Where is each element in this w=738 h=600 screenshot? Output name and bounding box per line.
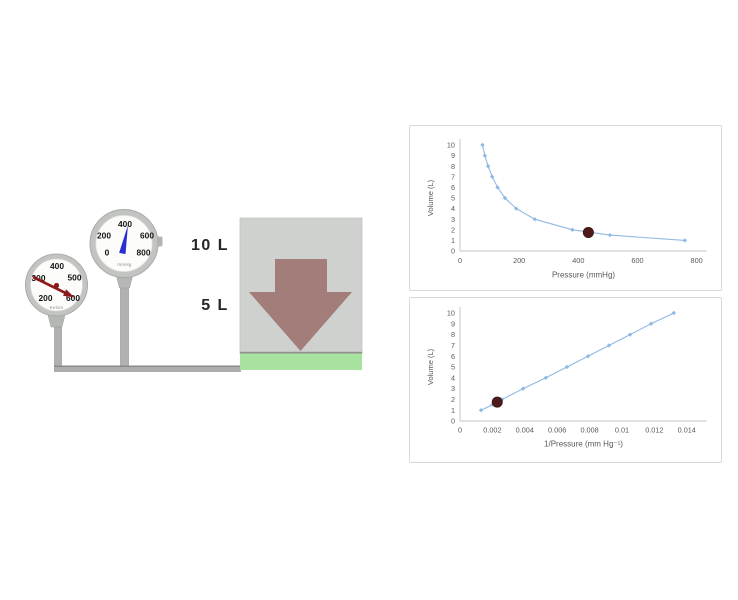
svg-text:0.002: 0.002 bbox=[483, 426, 501, 435]
x-tick-labels: 0 200 400 600 800 bbox=[458, 256, 703, 265]
svg-text:6: 6 bbox=[451, 183, 455, 192]
svg-text:0.004: 0.004 bbox=[516, 426, 534, 435]
svg-text:8: 8 bbox=[451, 330, 455, 339]
horizontal-pipe bbox=[54, 365, 241, 372]
pressure-gauge-stem bbox=[120, 285, 129, 370]
temperature-gauge-stem bbox=[54, 326, 62, 370]
temperature-needle bbox=[32, 275, 75, 298]
dial-label-lower-left: 0 bbox=[105, 248, 110, 258]
dial-label-right: 600 bbox=[140, 231, 154, 241]
data-point-markers bbox=[480, 142, 688, 243]
svg-text:7: 7 bbox=[451, 172, 455, 181]
svg-text:1: 1 bbox=[451, 406, 455, 415]
svg-text:0.01: 0.01 bbox=[615, 426, 629, 435]
dial-label-lower-left: 200 bbox=[39, 293, 53, 303]
chart-panel-volume-vs-inverse-pressure: 0 1 2 3 4 5 6 7 8 9 10 0 0.002 0.004 0.006 0.008 0.01 0.0… bbox=[409, 297, 722, 463]
pressure-needle bbox=[119, 225, 128, 255]
data-series-line bbox=[480, 312, 675, 411]
svg-text:4: 4 bbox=[451, 204, 455, 213]
svg-text:0.014: 0.014 bbox=[678, 426, 696, 435]
temperature-gauge: 400 300 500 200 600 Kelvin bbox=[25, 253, 88, 328]
x-tick-labels: 0 0.002 0.004 0.006 0.008 0.01 0.012 0.014 bbox=[458, 426, 696, 435]
svg-text:800: 800 bbox=[691, 256, 703, 265]
svg-text:9: 9 bbox=[451, 151, 455, 160]
piston-face bbox=[240, 351, 362, 354]
svg-text:3: 3 bbox=[451, 215, 455, 224]
svg-text:9: 9 bbox=[451, 319, 455, 328]
dial-label-top: 400 bbox=[118, 219, 132, 229]
svg-text:8: 8 bbox=[451, 162, 455, 171]
svg-text:5: 5 bbox=[451, 363, 455, 372]
svg-text:10: 10 bbox=[447, 141, 455, 150]
dial-label-upper-right: 500 bbox=[68, 273, 82, 283]
svg-text:6: 6 bbox=[451, 352, 455, 361]
gauge-unit-label: mmHg bbox=[117, 262, 131, 267]
chart-svg: 0 1 2 3 45 6 7 8 910 0 0.002 0.004 0.006 0.008 0.01 0.0… bbox=[426, 307, 707, 449]
apparatus-scene: 10 L 5 L 400 200 600 0 800 mmHg 400 300 … bbox=[25, 209, 363, 372]
x-axis-title: 1/Pressure (mm Hg⁻¹) bbox=[544, 440, 623, 449]
svg-text:600: 600 bbox=[631, 256, 643, 265]
svg-text:2: 2 bbox=[451, 395, 455, 404]
current-state-point bbox=[491, 396, 503, 408]
svg-text:2: 2 bbox=[451, 225, 455, 234]
svg-text:0: 0 bbox=[458, 426, 462, 435]
volume-mark-5L: 5 L bbox=[201, 297, 229, 314]
pipe-top-edge bbox=[54, 365, 241, 367]
svg-text:0.006: 0.006 bbox=[548, 426, 566, 435]
svg-text:0: 0 bbox=[451, 417, 455, 426]
pressure-gauge: 400 200 600 0 800 mmHg bbox=[89, 209, 163, 289]
y-tick-labels: 0 1 2 3 45 6 7 8 910 bbox=[447, 309, 455, 426]
svg-text:1: 1 bbox=[451, 236, 455, 245]
dial-label-lower-right: 600 bbox=[66, 293, 80, 303]
svg-text:10: 10 bbox=[447, 309, 455, 318]
needle-hub bbox=[53, 282, 60, 289]
svg-text:7: 7 bbox=[451, 341, 455, 350]
svg-text:0: 0 bbox=[451, 247, 455, 256]
svg-text:4: 4 bbox=[451, 373, 455, 382]
gas-cylinder bbox=[239, 217, 363, 370]
gas-volume bbox=[240, 353, 362, 370]
dial-label-left: 200 bbox=[97, 231, 111, 241]
svg-text:0.008: 0.008 bbox=[580, 426, 598, 435]
svg-text:400: 400 bbox=[572, 256, 584, 265]
svg-text:200: 200 bbox=[513, 256, 525, 265]
y-axis-title: Volume (L) bbox=[426, 348, 435, 385]
y-tick-labels: 0 1 23 45 6 78 910 bbox=[447, 141, 455, 256]
volume-mark-10L: 10 L bbox=[191, 237, 229, 254]
compression-down-arrow-icon bbox=[249, 259, 352, 351]
svg-text:5: 5 bbox=[451, 194, 455, 203]
gauge-unit-label: Kelvin bbox=[50, 305, 64, 310]
data-series-line bbox=[481, 144, 685, 241]
svg-text:0.012: 0.012 bbox=[645, 426, 663, 435]
current-state-point bbox=[582, 226, 594, 238]
svg-text:3: 3 bbox=[451, 384, 455, 393]
dial-label-lower-right: 800 bbox=[137, 248, 151, 258]
svg-text:0: 0 bbox=[458, 256, 462, 265]
dial-label-upper-left: 300 bbox=[32, 273, 46, 283]
y-axis-title: Volume (L) bbox=[426, 179, 435, 216]
x-axis-title: Pressure (mmHg) bbox=[552, 271, 615, 280]
chart-panel-volume-vs-pressure: 0 1 2 3 4 5 6 7 8 9 10 0 200 400 600 800 Pressure (mmHg)… bbox=[409, 125, 722, 291]
dial-label-top: 400 bbox=[50, 261, 64, 271]
chart-svg: 0 1 23 45 6 78 910 0 200 400 600 800 Pressure (mmHg)… bbox=[426, 139, 707, 280]
